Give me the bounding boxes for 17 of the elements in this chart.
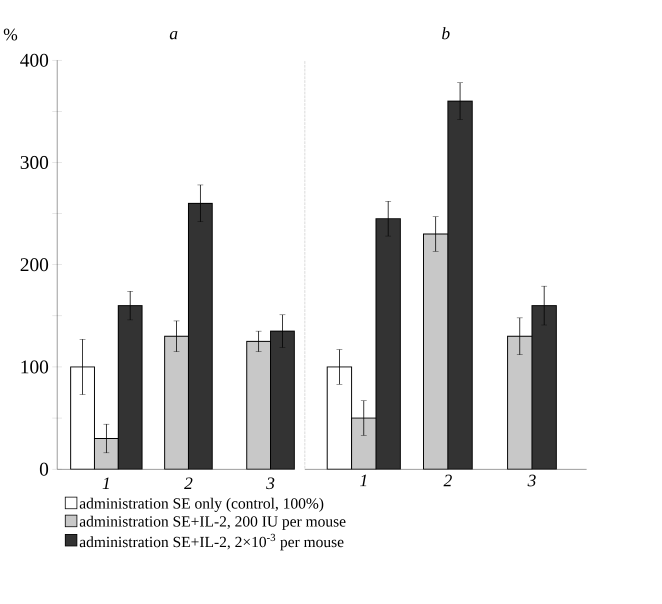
legend-label: administration SE+IL-2, 2×10$^{-3}$ per mouse xyxy=(80,534,344,550)
y-tick-label: 0 xyxy=(40,462,48,476)
y-axis-title: % xyxy=(4,28,18,40)
y-tick-label: 200 xyxy=(20,258,48,272)
legend-label: administration SE+IL-2, 200 IU per mouse xyxy=(80,516,346,530)
x-tick-label: 1 xyxy=(102,477,109,489)
legend-label: administration SE only (control, 100%) xyxy=(80,498,324,512)
chart-title: b xyxy=(442,26,450,40)
y-tick-label: 300 xyxy=(20,156,48,169)
y-tick-label: 400 xyxy=(20,54,48,67)
x-tick-label: 3 xyxy=(266,477,274,490)
y-tick-label: 100 xyxy=(22,360,48,374)
x-tick-label: 1 xyxy=(360,474,366,486)
x-tick-label: 2 xyxy=(444,474,452,486)
chart-title: a xyxy=(170,30,178,40)
x-tick-label: 3 xyxy=(528,474,536,486)
x-tick-label: 2 xyxy=(184,477,192,489)
